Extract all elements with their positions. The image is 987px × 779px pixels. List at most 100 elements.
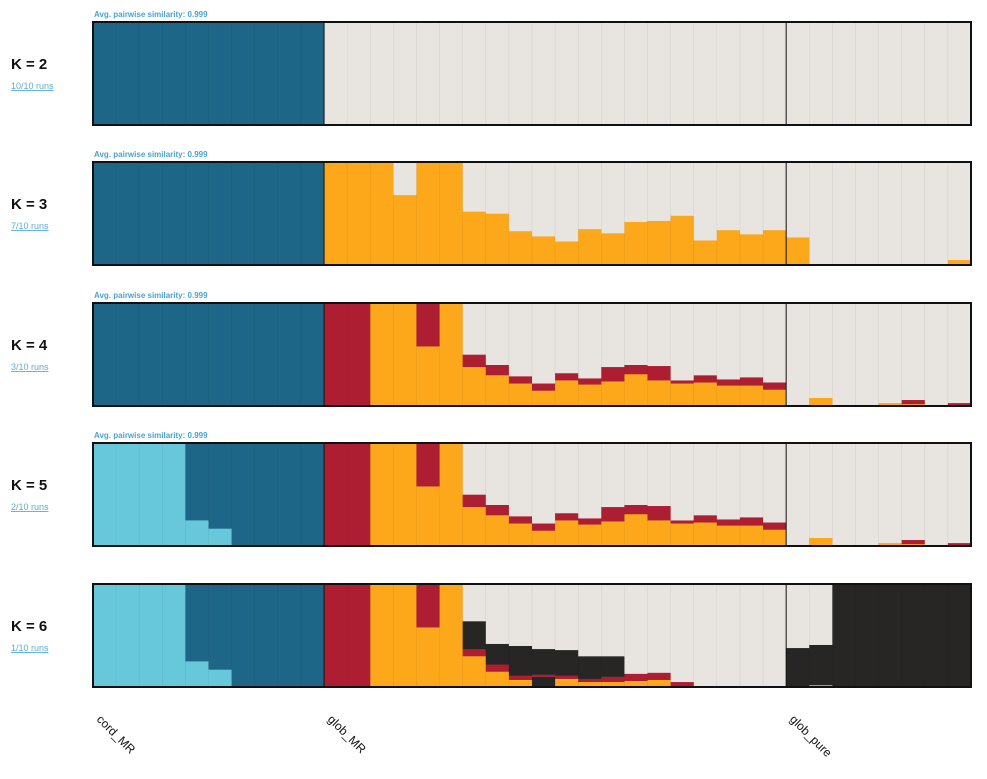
ancestry-segment-light-gray: [763, 162, 787, 231]
ancestry-segment-light-gray: [508, 303, 533, 377]
ancestry-segment-dark-blue: [185, 443, 209, 521]
ancestry-segment-light-gray: [924, 443, 949, 547]
ancestry-segment-red: [324, 303, 371, 407]
ancestry-segment-light-gray: [601, 162, 625, 234]
ancestry-segment-orange: [508, 383, 533, 407]
ancestry-segment-black: [555, 649, 579, 676]
ancestry-segment-orange: [878, 542, 902, 547]
ancestry-segment-red: [324, 584, 371, 688]
panel-frame: [92, 21, 972, 126]
ancestry-segment-orange: [393, 194, 417, 266]
ancestry-segment-black: [578, 656, 602, 679]
ancestry-segment-orange: [416, 162, 463, 266]
ancestry-segment-black: [462, 621, 487, 650]
similarity-label: Avg. pairwise similarity: 0.999: [94, 150, 208, 159]
ancestry-segment-red: [601, 506, 625, 522]
ancestry-segment-light-blue: [185, 661, 209, 688]
ancestry-segment-orange: [763, 389, 787, 407]
ancestry-segment-orange: [624, 680, 648, 688]
ancestry-segment-orange: [670, 383, 695, 407]
ancestry-segment-light-gray: [693, 443, 718, 516]
ancestry-segment-orange: [878, 402, 902, 407]
ancestry-segment-light-gray: [462, 443, 487, 495]
ancestry-segment-red: [532, 523, 556, 531]
ancestry-segment-light-gray: [555, 162, 579, 242]
ancestry-segment-red: [624, 364, 648, 375]
ancestry-segment-light-gray: [578, 443, 602, 519]
ancestry-segment-black: [485, 643, 510, 665]
ancestry-segment-light-gray: [693, 162, 718, 241]
ancestry-segment-light-gray: [393, 162, 417, 196]
ancestry-segment-light-gray: [555, 303, 579, 374]
ancestry-segment-red: [601, 366, 625, 382]
ancestry-segment-black: [508, 645, 533, 676]
ancestry-segment-light-gray: [624, 443, 648, 505]
ancestry-segment-light-gray: [763, 443, 787, 523]
ancestry-segment-light-gray: [532, 584, 556, 650]
ancestry-segment-orange: [485, 213, 510, 266]
ancestry-segment-orange: [763, 529, 787, 547]
ancestry-segment-light-blue: [185, 520, 209, 547]
ancestry-segment-black: [532, 648, 556, 675]
ancestry-segment-orange: [739, 234, 764, 266]
ancestry-segment-light-gray: [532, 443, 556, 524]
ancestry-segment-light-gray: [739, 162, 764, 235]
ancestry-segment-red: [901, 539, 926, 545]
ancestry-segment-red: [532, 383, 556, 391]
ancestry-segment-red: [716, 379, 741, 386]
runs-link[interactable]: 1/10 runs: [11, 643, 49, 653]
ancestry-segment-orange: [716, 525, 741, 547]
ancestry-segment-red: [670, 380, 695, 384]
runs-link[interactable]: 10/10 runs: [11, 81, 54, 91]
ancestry-segment-light-gray: [601, 584, 625, 657]
ancestry-segment-light-gray: [693, 584, 787, 688]
ancestry-segment-orange: [555, 678, 579, 688]
ancestry-segment-red: [693, 375, 718, 383]
ancestry-segment-orange: [670, 215, 695, 266]
population-label: glob_MR: [325, 712, 369, 756]
ancestry-segment-dark-blue: [93, 162, 325, 266]
population-label: glob_pure: [787, 712, 835, 760]
ancestry-segment-orange: [555, 520, 579, 547]
ancestry-segment-light-gray: [809, 584, 833, 645]
similarity-label: Avg. pairwise similarity: 0.999: [94, 291, 208, 300]
ancestry-segment-red: [485, 364, 510, 376]
ancestry-segment-light-gray: [578, 162, 602, 230]
ancestry-segment-orange: [670, 523, 695, 547]
ancestry-segment-orange: [508, 679, 533, 688]
ancestry-segment-light-blue: [208, 528, 232, 547]
ancestry-segment-orange: [462, 506, 487, 547]
panel-frame: [92, 442, 972, 547]
ancestry-segment-orange: [624, 221, 648, 266]
k-label: K = 3: [11, 196, 47, 213]
runs-link[interactable]: 7/10 runs: [11, 221, 49, 231]
ancestry-segment-black: [532, 676, 556, 688]
ancestry-segment-orange: [601, 233, 625, 266]
ancestry-segment-light-gray: [739, 443, 764, 518]
runs-link[interactable]: 2/10 runs: [11, 502, 49, 512]
ancestry-segment-red: [670, 520, 695, 524]
ancestry-segment-orange: [416, 627, 440, 688]
structure-panel: [92, 583, 972, 688]
ancestry-segment-red: [670, 681, 695, 688]
k-label: K = 4: [11, 337, 48, 354]
ancestry-segment-red: [416, 584, 440, 628]
ancestry-segment-light-gray: [832, 303, 879, 407]
runs-link[interactable]: 3/10 runs: [11, 362, 49, 372]
ancestry-segment-orange: [578, 524, 602, 547]
ancestry-segment-orange: [716, 229, 741, 266]
ancestry-segment-orange: [439, 443, 463, 547]
ancestry-segment-light-gray: [647, 303, 671, 367]
ancestry-segment-red: [647, 505, 671, 521]
ancestry-segment-light-gray: [624, 584, 648, 674]
ancestry-segment-red: [763, 522, 787, 530]
ancestry-segment-red: [462, 494, 487, 508]
ancestry-segment-light-gray: [809, 443, 833, 538]
ancestry-segment-red: [508, 675, 533, 680]
ancestry-segment-red: [693, 515, 718, 523]
ancestry-segment-light-gray: [809, 162, 949, 266]
ancestry-segment-light-gray: [578, 584, 602, 657]
ancestry-segment-light-gray: [878, 303, 902, 404]
ancestry-segment-light-blue: [93, 443, 186, 547]
ancestry-segment-light-gray: [786, 584, 810, 649]
